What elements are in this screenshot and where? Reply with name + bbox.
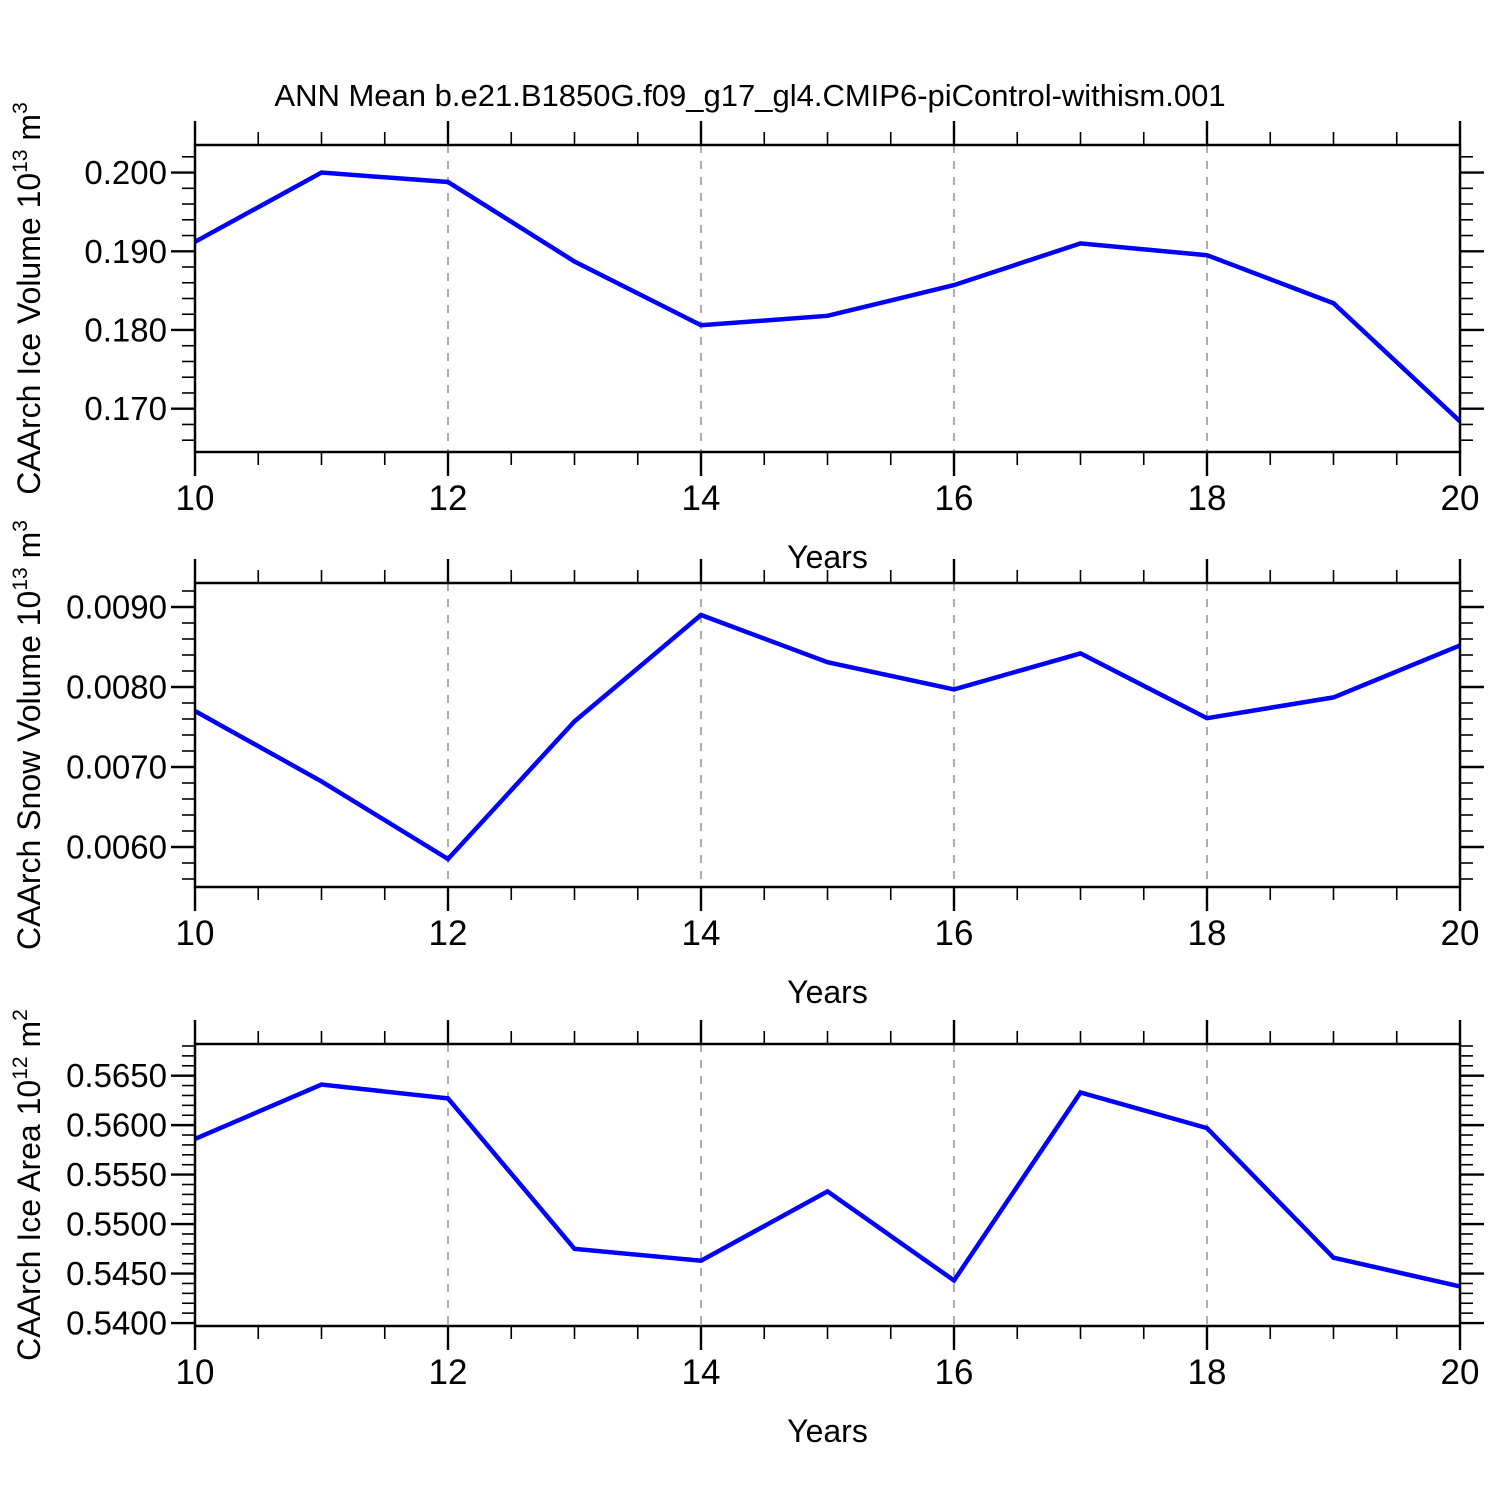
data-line — [193, 612, 1461, 862]
x-axis-label: Years — [787, 974, 868, 1010]
y-tick-label: 0.5450 — [66, 1255, 167, 1292]
y-tick-label: 0.5500 — [66, 1206, 167, 1243]
x-tick-label: 12 — [429, 1353, 468, 1392]
x-tick-label: 10 — [176, 479, 215, 518]
y-axis-label: CAArch Ice Area 1012 m2 — [9, 1009, 47, 1361]
x-tick-label: 20 — [1441, 479, 1480, 518]
panel-snow-volume: 0.0060 0.0070 0.0080 0.0090 10 12 14 16 18 20 Year… — [9, 520, 1484, 1010]
x-tick-label: 20 — [1441, 1353, 1480, 1392]
y-tick-label: 0.0090 — [66, 589, 167, 626]
data-line — [193, 170, 1462, 423]
x-tick-label: 18 — [1188, 479, 1227, 518]
y-tick-label: 0.5650 — [66, 1057, 167, 1094]
panel-ice-volume: 0.170 0.180 0.190 0.200 10 12 14 16 18 20 Years CAA… — [9, 102, 1484, 575]
y-tick-label: 0.180 — [84, 311, 167, 348]
y-tick-label: 0.170 — [84, 390, 167, 427]
y-tick-label: 0.5400 — [66, 1305, 167, 1342]
panel-ice-area: 0.5400 0.5450 0.5500 0.5550 0.5600 0.5650 10 12… — [9, 1009, 1484, 1449]
data-line — [194, 1082, 1461, 1289]
x-tick-label: 18 — [1188, 914, 1227, 953]
x-tick-label: 12 — [429, 914, 468, 953]
y-tick-label: 0.190 — [84, 233, 167, 270]
plot-frame — [193, 581, 1462, 889]
plot-frame — [193, 1042, 1462, 1328]
y-axis-label: CAArch Ice Volume 1013 m3 — [9, 102, 47, 495]
x-tick-label: 10 — [176, 1353, 215, 1392]
x-tick-label: 14 — [682, 1353, 721, 1392]
x-tick-label: 10 — [176, 914, 215, 953]
x-tick-label: 20 — [1441, 914, 1480, 953]
y-tick-label: 0.0080 — [66, 669, 167, 706]
x-tick-label: 18 — [1188, 1353, 1227, 1392]
x-tick-label: 16 — [935, 479, 974, 518]
x-tick-label: 14 — [682, 914, 721, 953]
chart-title: ANN Mean b.e21.B1850G.f09_g17_gl4.CMIP6-… — [274, 78, 1226, 113]
y-tick-label: 0.200 — [84, 154, 167, 191]
x-tick-label: 14 — [682, 479, 721, 518]
x-axis-label: Years — [787, 1413, 868, 1449]
x-axis-label: Years — [787, 539, 868, 575]
y-tick-label: 0.0070 — [66, 749, 167, 786]
plot-frame — [193, 143, 1462, 454]
y-tick-label: 0.5550 — [66, 1156, 167, 1193]
y-tick-label: 0.5600 — [66, 1107, 167, 1144]
x-tick-label: 16 — [935, 1353, 974, 1392]
x-tick-label: 16 — [935, 914, 974, 953]
x-tick-label: 12 — [429, 479, 468, 518]
y-tick-label: 0.0060 — [66, 829, 167, 866]
y-axis-label: CAArch Snow Volume 1013 m3 — [9, 520, 47, 950]
